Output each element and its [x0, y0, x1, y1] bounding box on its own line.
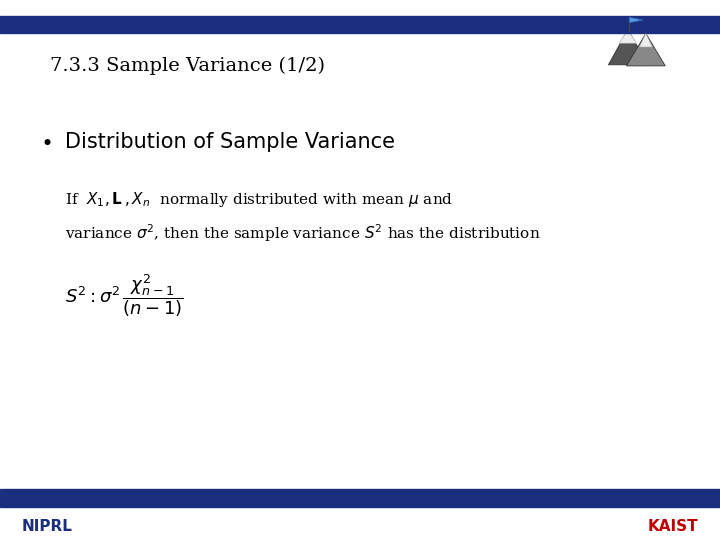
Text: variance $\sigma^2$, then the sample variance $S^2$ has the distribution: variance $\sigma^2$, then the sample var…: [65, 222, 540, 244]
Bar: [0, 489, 720, 507]
Polygon shape: [629, 17, 643, 23]
Polygon shape: [639, 33, 652, 47]
Polygon shape: [608, 30, 648, 65]
Text: KAIST: KAIST: [648, 519, 698, 535]
Text: $\bullet$: $\bullet$: [40, 132, 51, 152]
Text: 7.3.3 Sample Variance (1/2): 7.3.3 Sample Variance (1/2): [50, 57, 325, 75]
Polygon shape: [619, 30, 636, 43]
Text: Distribution of Sample Variance: Distribution of Sample Variance: [65, 132, 395, 152]
Text: $S^2 : \sigma^2 \,\dfrac{\chi^2_{n-1}}{(n-1)}$: $S^2 : \sigma^2 \,\dfrac{\chi^2_{n-1}}{(…: [65, 273, 184, 320]
Text: NIPRL: NIPRL: [22, 519, 73, 535]
Text: If  $X_1, \mathbf{L}\, ,X_n$  normally distributed with mean $\mu$ and: If $X_1, \mathbf{L}\, ,X_n$ normally dis…: [65, 190, 453, 209]
Bar: [0, 16, 720, 33]
Polygon shape: [626, 33, 665, 66]
